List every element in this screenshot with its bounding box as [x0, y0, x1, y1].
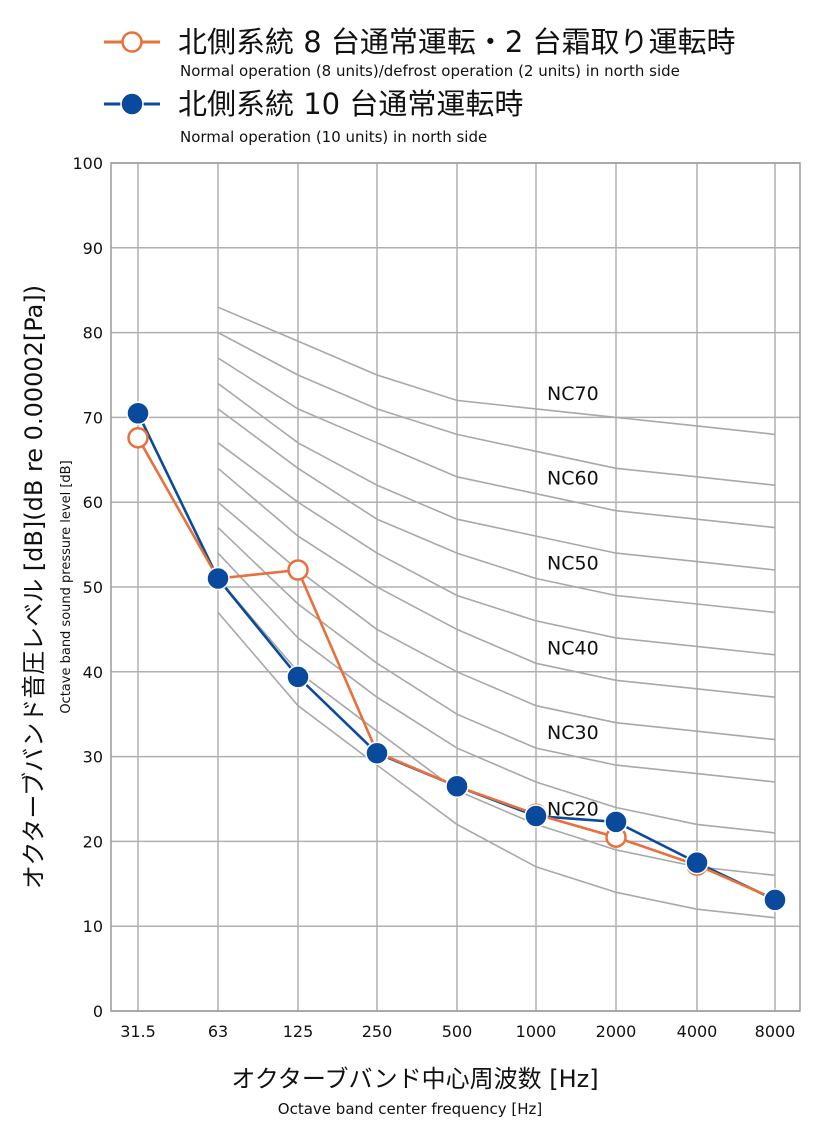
y-tick-label-10: 10 — [83, 917, 103, 936]
series-1-point-31.5 — [129, 428, 148, 447]
x-axis-subtitle: Octave band center frequency [Hz] — [278, 1100, 542, 1118]
y-tick-label-60: 60 — [83, 493, 103, 512]
x-tick-label-250: 250 — [362, 1022, 393, 1041]
series-2-point-4000 — [686, 852, 708, 874]
nc-label-50: NC50 — [547, 553, 599, 575]
series-1-point-125 — [289, 561, 308, 580]
nc-label-40: NC40 — [547, 637, 599, 659]
series-2-point-125 — [287, 666, 309, 688]
x-tick-label-8000: 8000 — [755, 1022, 796, 1041]
y-tick-label-0: 0 — [93, 1002, 103, 1021]
x-axis-title: オクターブバンド中心周波数 [Hz] — [231, 1065, 598, 1093]
y-tick-label-50: 50 — [83, 578, 103, 597]
series-2-point-2000 — [605, 811, 627, 833]
x-tick-label-2000: 2000 — [596, 1022, 637, 1041]
x-tick-label-63: 63 — [208, 1022, 228, 1041]
legend-swatch-series-2-marker — [121, 93, 143, 115]
legend-series-2-label: 北側系統 10 台通常運転時 — [178, 87, 523, 121]
nc-label-70: NC70 — [547, 383, 599, 405]
x-tick-label-4000: 4000 — [677, 1022, 718, 1041]
legend-swatch-series-1-marker — [123, 33, 142, 52]
nc-label-30: NC30 — [547, 722, 599, 744]
y-tick-label-100: 100 — [72, 154, 103, 173]
series-2-point-63 — [207, 568, 229, 590]
series-2-point-500 — [446, 775, 468, 797]
y-axis-title: オクターブバンド音圧レベル [dB](dB re 0.00002[Pa]) — [20, 285, 48, 889]
legend: 北側系統 8 台通常運転・2 台霜取り運転時 Normal operation … — [104, 25, 736, 146]
x-tick-label-125: 125 — [283, 1022, 314, 1041]
y-tick-label-80: 80 — [83, 324, 103, 343]
chart: 北側系統 8 台通常運転・2 台霜取り運転時 Normal operation … — [0, 0, 830, 1140]
y-tick-label-70: 70 — [83, 408, 103, 427]
x-tick-label-500: 500 — [442, 1022, 473, 1041]
series-2-point-250 — [366, 742, 388, 764]
nc-label-60: NC60 — [547, 468, 599, 490]
y-tick-label-30: 30 — [83, 748, 103, 767]
series-2-point-8000 — [764, 889, 786, 911]
plot-area: 0 10 20 30 40 50 60 70 80 90 100 31.5 63 125 250 500 100… — [72, 154, 800, 1041]
x-tick-label-1000: 1000 — [516, 1022, 557, 1041]
y-axis-subtitle: Octave band sound pressure level [dB] — [59, 460, 74, 713]
legend-series-1-sublabel: Normal operation (8 units)/defrost opera… — [180, 62, 680, 80]
series-2-point-31.5 — [127, 402, 149, 424]
x-tick-label-31.5: 31.5 — [120, 1022, 156, 1041]
legend-series-1-label: 北側系統 8 台通常運転・2 台霜取り運転時 — [178, 25, 736, 59]
legend-series-2-sublabel: Normal operation (10 units) in north sid… — [180, 128, 487, 146]
y-tick-label-20: 20 — [83, 832, 103, 851]
y-tick-label-90: 90 — [83, 239, 103, 258]
y-tick-label-40: 40 — [83, 663, 103, 682]
series-2-point-1000 — [525, 805, 547, 827]
